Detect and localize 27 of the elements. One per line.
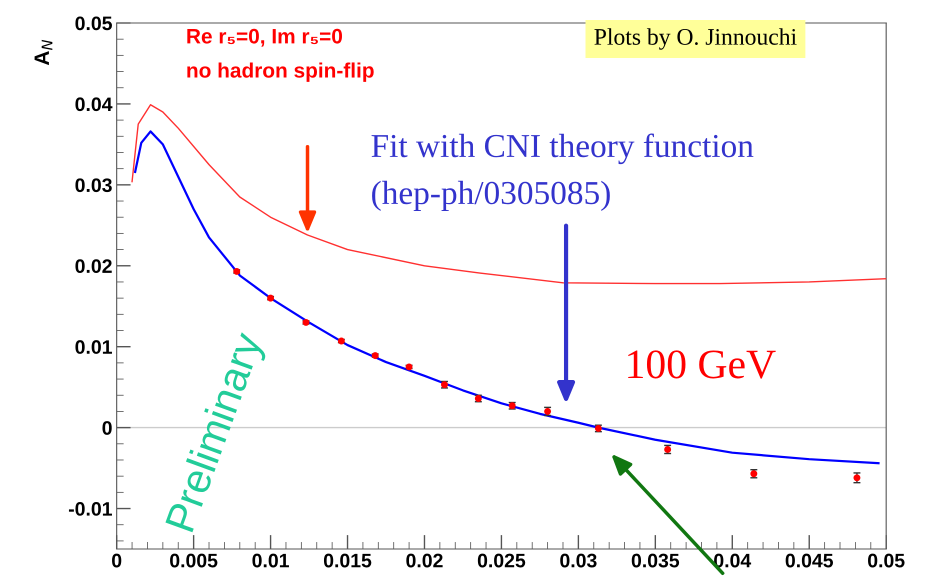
y-tick-label: -0.01 [68, 502, 112, 516]
y-axis-title: A$_{N}$ [34, 40, 52, 66]
y-tick-label: 0.05 [75, 16, 112, 30]
x-tick-label: 0.015 [324, 554, 372, 568]
x-tick-label: 0.04 [714, 554, 752, 568]
y-tick-label: 0 [102, 421, 112, 435]
x-tick-label: 0.03 [560, 554, 597, 568]
x-tick-label: 0 [112, 554, 122, 568]
x-tick-label: 0.02 [406, 554, 443, 568]
y-tick-label: 0.03 [75, 178, 112, 192]
y-tick-label: 0.04 [75, 97, 112, 112]
x-tick-label: 0.045 [786, 554, 834, 568]
annotation: 100 GeV [628, 350, 776, 379]
point [853, 474, 860, 482]
x-tick-label: 0.05 [868, 554, 905, 568]
x-tick-label: 0.035 [632, 554, 680, 568]
y-tick-label: 0.02 [75, 259, 112, 274]
annotation: Fit with CNI theory function [372, 133, 754, 164]
y-tick-label: 0.01 [75, 340, 112, 354]
x-tick-label: 0.025 [478, 554, 526, 568]
annotation: Re r₅=0, Im r₅=0 [187, 28, 342, 47]
annotation: Plots by O. Jinnouchi [594, 28, 797, 50]
x-tick-label: 0.005 [170, 554, 218, 568]
annotation: no hadron spin-flip [187, 62, 374, 82]
annotation: (hep-ph/0305085) [372, 180, 610, 212]
x-tick-label: 0.01 [252, 554, 289, 568]
line-series [131, 104, 886, 284]
